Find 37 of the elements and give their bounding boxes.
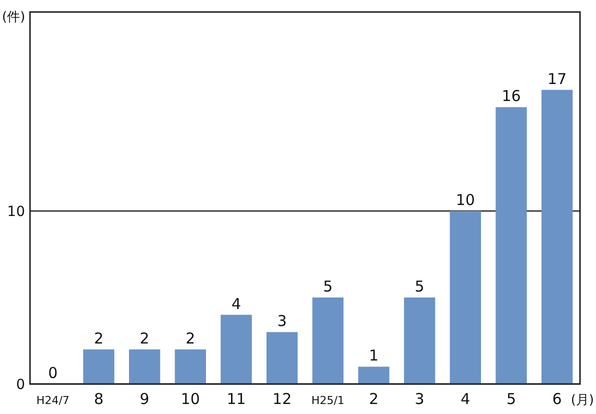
bar <box>174 349 206 384</box>
bar <box>496 107 527 384</box>
bar <box>450 210 481 384</box>
x-tick-label: 6 <box>552 390 562 408</box>
bar <box>129 349 160 384</box>
x-tick-label: 9 <box>140 390 150 408</box>
x-tick-label: 2 <box>368 390 379 408</box>
bar <box>358 366 390 384</box>
data-label: 17 <box>548 70 567 88</box>
data-label: 16 <box>502 87 521 106</box>
data-label: 10 <box>456 190 475 209</box>
data-label: 4 <box>231 294 242 313</box>
data-label: 2 <box>140 329 150 348</box>
x-tick-label: 12 <box>272 390 292 408</box>
data-label: 5 <box>323 277 333 296</box>
x-tick-label: 4 <box>460 390 470 408</box>
x-axis-title: (月) <box>570 393 594 408</box>
data-label: 3 <box>277 312 287 330</box>
x-tick-label: 3 <box>414 390 424 408</box>
bar <box>312 297 344 384</box>
x-tick-label: 11 <box>226 390 246 408</box>
bar <box>220 314 252 384</box>
x-tick-label: 5 <box>506 390 516 408</box>
x-tick-label: 8 <box>94 390 104 408</box>
data-label: 0 <box>48 364 58 382</box>
bar <box>404 297 436 384</box>
bar <box>266 332 298 384</box>
bar <box>83 349 114 384</box>
y-axis-title: (件) <box>2 10 26 25</box>
x-tick-label: H24/7 <box>36 394 70 407</box>
data-label: 2 <box>94 329 104 348</box>
data-label: 1 <box>368 346 379 365</box>
bar <box>542 90 573 384</box>
data-label: 2 <box>186 329 196 348</box>
x-tick-label: 10 <box>180 390 200 408</box>
data-label: 5 <box>414 277 424 296</box>
x-tick-label: H25/1 <box>311 394 344 407</box>
